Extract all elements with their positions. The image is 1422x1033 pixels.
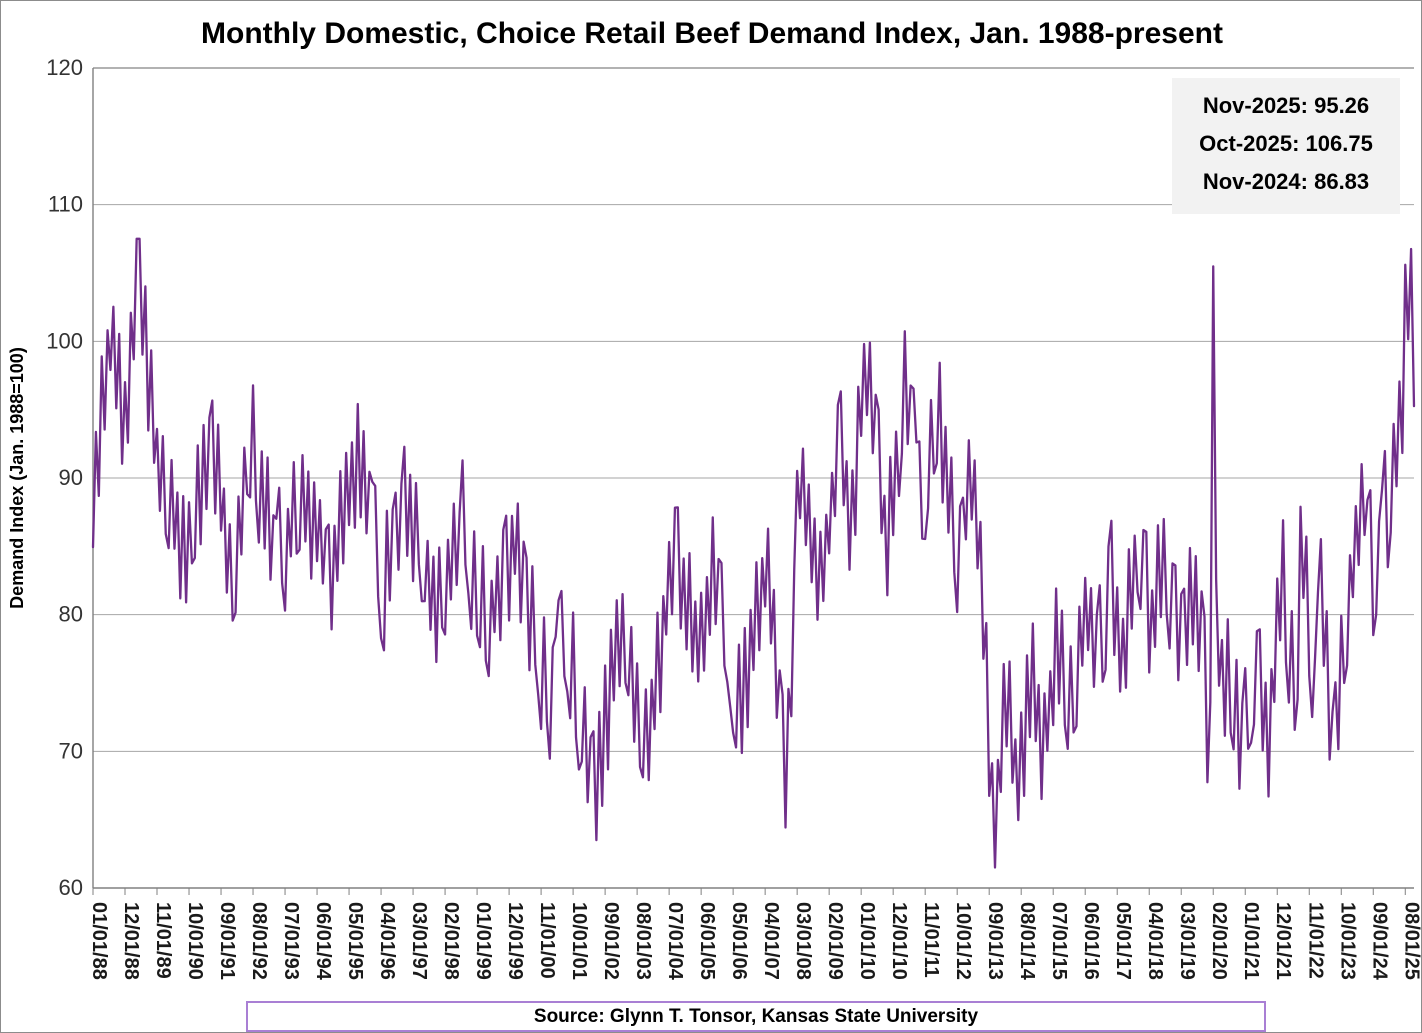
svg-text:11/01/22: 11/01/22 <box>1304 902 1326 979</box>
svg-text:12/01/10: 12/01/10 <box>888 902 910 980</box>
svg-text:Demand Index (Jan. 1988=100): Demand Index (Jan. 1988=100) <box>7 347 27 609</box>
svg-text:01/01/21: 01/01/21 <box>1240 902 1262 980</box>
svg-text:03/01/08: 03/01/08 <box>792 902 814 980</box>
svg-text:60: 60 <box>59 875 83 900</box>
svg-text:08/01/03: 08/01/03 <box>632 902 654 980</box>
svg-text:02/01/98: 02/01/98 <box>440 902 462 980</box>
svg-text:08/01/25: 08/01/25 <box>1400 902 1422 980</box>
svg-text:80: 80 <box>59 602 83 627</box>
svg-text:11/01/11: 11/01/11 <box>920 902 942 978</box>
svg-text:06/01/05: 06/01/05 <box>696 902 718 980</box>
svg-text:02/01/09: 02/01/09 <box>824 902 846 980</box>
svg-text:07/01/15: 07/01/15 <box>1048 902 1070 980</box>
svg-text:10/01/12: 10/01/12 <box>952 902 974 980</box>
svg-text:04/01/18: 04/01/18 <box>1144 902 1166 980</box>
svg-text:01/01/10: 01/01/10 <box>856 902 878 980</box>
svg-text:07/01/93: 07/01/93 <box>280 902 302 980</box>
svg-text:06/01/16: 06/01/16 <box>1080 902 1102 980</box>
svg-text:90: 90 <box>59 465 83 490</box>
svg-text:01/01/99: 01/01/99 <box>472 902 494 980</box>
svg-text:12/01/99: 12/01/99 <box>504 902 526 980</box>
svg-text:01/01/88: 01/01/88 <box>88 902 110 980</box>
svg-text:100: 100 <box>46 328 83 353</box>
svg-text:07/01/04: 07/01/04 <box>664 902 686 981</box>
svg-text:08/01/14: 08/01/14 <box>1016 902 1038 981</box>
svg-text:05/01/95: 05/01/95 <box>344 902 366 980</box>
svg-text:09/01/02: 09/01/02 <box>600 902 622 980</box>
svg-text:05/01/06: 05/01/06 <box>728 902 750 980</box>
svg-text:Nov-2025: 95.26: Nov-2025: 95.26 <box>1203 93 1369 118</box>
svg-text:04/01/96: 04/01/96 <box>376 902 398 980</box>
svg-text:120: 120 <box>46 55 83 80</box>
svg-text:09/01/13: 09/01/13 <box>984 902 1006 980</box>
svg-text:12/01/21: 12/01/21 <box>1272 902 1294 980</box>
svg-text:03/01/19: 03/01/19 <box>1176 902 1198 980</box>
svg-text:04/01/07: 04/01/07 <box>760 902 782 980</box>
svg-text:05/01/17: 05/01/17 <box>1112 902 1134 980</box>
svg-text:11/01/89: 11/01/89 <box>152 902 174 979</box>
svg-text:10/01/90: 10/01/90 <box>184 902 206 980</box>
svg-text:110: 110 <box>48 192 83 217</box>
svg-text:10/01/01: 10/01/01 <box>568 902 590 980</box>
svg-text:12/01/88: 12/01/88 <box>120 902 142 980</box>
svg-text:Oct-2025: 106.75: Oct-2025: 106.75 <box>1199 131 1373 156</box>
svg-text:08/01/92: 08/01/92 <box>248 902 270 980</box>
svg-text:03/01/97: 03/01/97 <box>408 902 430 980</box>
svg-text:10/01/23: 10/01/23 <box>1336 902 1358 980</box>
svg-text:02/01/20: 02/01/20 <box>1208 902 1230 980</box>
svg-text:09/01/24: 09/01/24 <box>1368 902 1390 981</box>
svg-text:Nov-2024: 86.83: Nov-2024: 86.83 <box>1203 169 1369 194</box>
svg-text:Monthly Domestic, Choice Retai: Monthly Domestic, Choice Retail Beef Dem… <box>201 17 1223 50</box>
svg-text:06/01/94: 06/01/94 <box>312 902 334 981</box>
svg-text:11/01/00: 11/01/00 <box>536 902 558 979</box>
svg-text:70: 70 <box>59 738 83 763</box>
svg-text:09/01/91: 09/01/91 <box>216 902 238 980</box>
